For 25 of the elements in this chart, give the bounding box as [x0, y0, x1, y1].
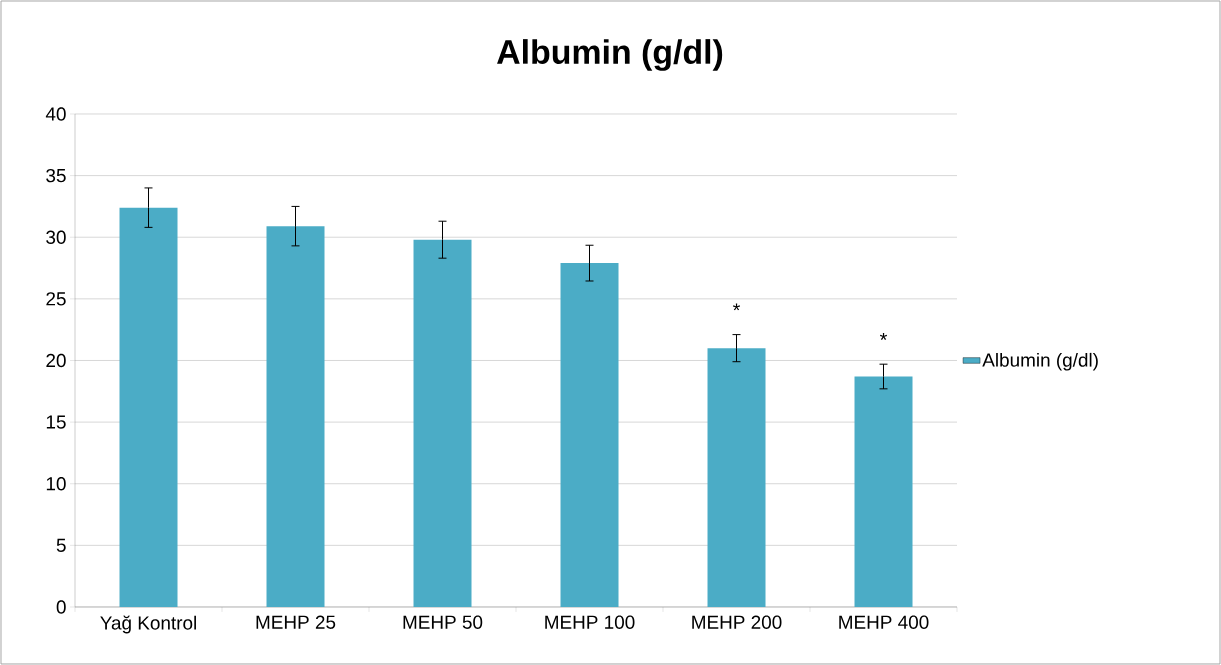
y-tick-label: 30	[46, 230, 66, 244]
y-tick-label: 5	[56, 538, 66, 552]
x-tick-label: MEHP 25	[256, 615, 336, 629]
bar	[413, 239, 472, 607]
bar	[560, 263, 619, 607]
y-tick-label: 40	[45, 107, 66, 121]
y-tick-label: 35	[46, 168, 66, 183]
y-tick-label: 15	[46, 415, 66, 429]
x-tick-label: MEHP 400	[839, 615, 929, 629]
x-tick-label: MEHP 200	[692, 615, 782, 629]
y-tick-label: 10	[46, 477, 66, 491]
y-tick-label: 20	[46, 353, 66, 368]
annotation: *	[732, 303, 741, 311]
chart-title: Albumin (g/dl)	[497, 39, 723, 71]
y-tick-label: 25	[46, 292, 66, 306]
bar	[707, 348, 766, 607]
bar	[119, 207, 178, 607]
bar	[854, 376, 913, 607]
x-tick-label: Yağ Kontrol	[100, 615, 196, 634]
x-tick-label: MEHP 50	[403, 615, 483, 629]
y-tick-label: 0	[56, 600, 66, 614]
legend-label: Albumin (g/dl)	[982, 352, 1098, 371]
bar	[266, 226, 325, 607]
x-tick-label: MEHP 100	[545, 615, 635, 629]
annotation: *	[879, 332, 888, 340]
